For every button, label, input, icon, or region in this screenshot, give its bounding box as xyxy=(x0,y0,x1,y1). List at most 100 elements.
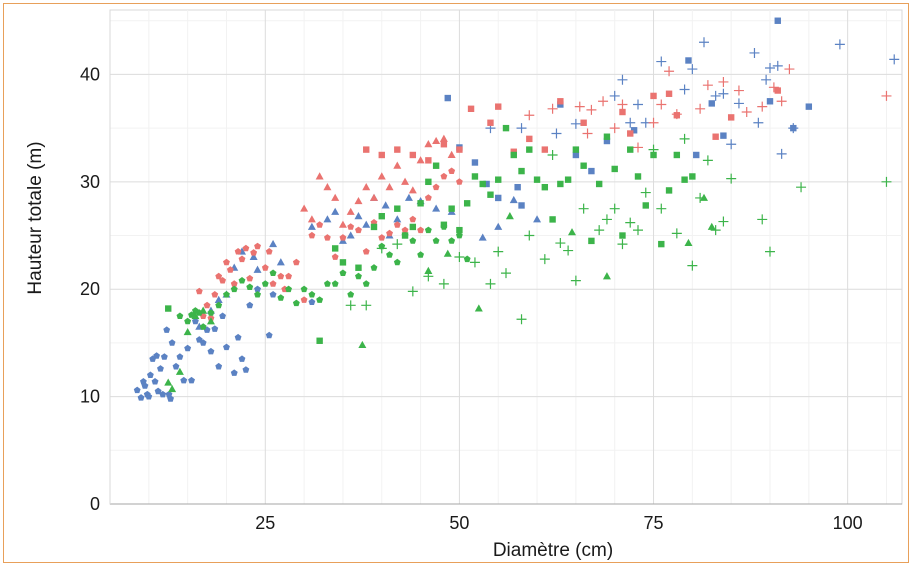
point-red-triangle xyxy=(300,204,309,212)
point-green-dot xyxy=(355,272,362,280)
point-red-dot xyxy=(324,234,331,241)
point-red-dot xyxy=(401,226,409,234)
point-green-plus xyxy=(501,268,511,279)
point-red-plus xyxy=(582,128,593,139)
point-green-plus xyxy=(656,203,667,214)
point-green-square xyxy=(689,173,696,180)
point-green-plus xyxy=(407,286,418,297)
point-green-square xyxy=(401,232,409,239)
point-green-triangle xyxy=(358,340,367,349)
y-tick-label: 30 xyxy=(80,172,100,192)
point-green-plus xyxy=(601,214,612,225)
point-red-dot xyxy=(285,272,292,280)
plot-area xyxy=(109,9,903,505)
point-green-plus xyxy=(718,216,729,227)
point-red-square xyxy=(378,151,385,159)
point-green-square xyxy=(355,264,362,271)
x-tick-label: 25 xyxy=(255,513,275,533)
point-blue-dot xyxy=(163,326,171,333)
point-blue-dot xyxy=(151,378,159,385)
point-green-triangle xyxy=(191,311,200,320)
point-green-triangle xyxy=(684,238,693,247)
point-blue-plus xyxy=(687,64,698,75)
point-green-square xyxy=(370,223,378,231)
point-blue-dot xyxy=(184,344,192,352)
point-green-dot xyxy=(324,280,331,287)
point-red-triangle xyxy=(362,182,371,191)
point-blue-dot xyxy=(265,331,273,339)
point-green-plus xyxy=(469,257,480,268)
point-blue-plus xyxy=(633,99,643,110)
point-blue-square xyxy=(805,103,813,110)
point-red-dot xyxy=(424,194,432,201)
point-blue-dot xyxy=(176,353,184,360)
point-green-square xyxy=(541,183,549,191)
point-green-plus xyxy=(648,144,659,155)
point-blue-plus xyxy=(772,60,783,71)
point-red-triangle xyxy=(323,182,332,191)
point-blue-square xyxy=(495,194,502,202)
point-blue-triangle xyxy=(533,215,542,223)
point-red-square xyxy=(440,141,448,148)
point-green-square xyxy=(378,212,385,220)
point-red-plus xyxy=(656,99,667,110)
point-blue-dot xyxy=(168,339,176,346)
point-green-plus xyxy=(640,187,651,198)
point-green-triangle xyxy=(183,327,192,336)
point-green-square xyxy=(588,237,595,245)
point-blue-triangle xyxy=(404,193,413,201)
point-red-dot xyxy=(339,234,347,241)
point-green-dot xyxy=(386,251,393,258)
point-blue-dot xyxy=(234,333,242,341)
point-green-plus xyxy=(726,173,737,184)
point-red-plus xyxy=(609,123,620,134)
point-red-square xyxy=(541,146,549,153)
point-blue-dot xyxy=(254,285,261,293)
point-green-plus xyxy=(757,214,768,225)
point-red-plus xyxy=(547,103,558,114)
point-green-plus xyxy=(796,182,807,193)
point-green-square xyxy=(417,200,424,207)
point-green-square xyxy=(627,146,634,153)
point-red-dot xyxy=(219,277,226,284)
point-red-triangle xyxy=(432,136,441,145)
point-red-square xyxy=(526,135,533,143)
point-green-square xyxy=(673,151,681,159)
point-green-plus xyxy=(423,271,434,282)
point-red-triangle xyxy=(424,140,433,148)
point-red-dot xyxy=(215,272,223,280)
point-blue-square xyxy=(588,167,595,175)
point-red-square xyxy=(495,103,502,110)
point-blue-square xyxy=(693,151,700,159)
point-green-plus xyxy=(516,314,527,325)
point-green-square xyxy=(580,162,587,169)
point-green-plus xyxy=(679,133,690,144)
point-blue-plus xyxy=(753,117,764,128)
point-green-dot xyxy=(316,296,324,303)
point-red-square xyxy=(727,114,735,121)
point-red-triangle xyxy=(346,207,355,215)
point-blue-plus xyxy=(776,148,787,159)
point-green-dot xyxy=(254,291,261,298)
point-green-plus xyxy=(376,243,387,254)
point-green-square xyxy=(650,151,657,159)
point-green-dot xyxy=(176,312,184,319)
point-green-dot xyxy=(409,237,417,244)
point-green-triangle xyxy=(164,378,173,386)
point-green-square xyxy=(526,146,533,153)
point-blue-triangle xyxy=(432,204,441,212)
point-red-square xyxy=(650,92,657,100)
point-blue-dot xyxy=(167,395,174,402)
point-green-plus xyxy=(563,245,574,256)
point-red-plus xyxy=(617,99,628,110)
point-green-dot xyxy=(223,291,230,298)
point-blue-plus xyxy=(733,98,744,109)
point-blue-plus xyxy=(788,123,799,134)
point-red-square xyxy=(580,119,587,126)
point-green-plus xyxy=(570,275,581,286)
point-red-dot xyxy=(250,249,258,256)
point-green-square xyxy=(634,173,642,180)
point-green-dot xyxy=(370,264,378,271)
point-green-plus xyxy=(671,228,682,239)
